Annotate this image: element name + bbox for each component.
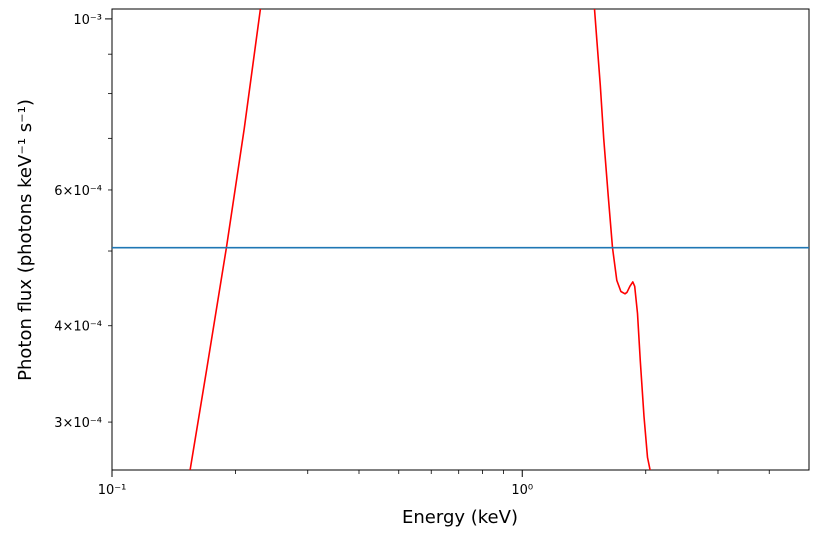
plot-frame (111, 8, 810, 471)
series-0-line-0 (189, 9, 262, 470)
x-tick-label-0: 10⁻¹ (98, 483, 127, 498)
y-axis-title: Photon flux (photons keV⁻¹ s⁻¹) (15, 99, 36, 381)
y-major-tick-label-0: 10⁻³ (73, 13, 102, 28)
ticks: 10⁻¹ 10⁰ 10⁻³ 3×10⁻⁴ 4×10⁻⁴ 6×10⁻⁴ (54, 13, 770, 498)
y-tick-label-1: 4×10⁻⁴ (54, 320, 102, 335)
series-0-line-1 (593, 9, 651, 470)
y-tick-label-0: 3×10⁻⁴ (54, 416, 102, 431)
series-layer (112, 9, 809, 470)
x-axis-title: Energy (keV) (402, 507, 518, 528)
y-tick-label-2: 6×10⁻⁴ (54, 184, 102, 199)
x-tick-label-1: 10⁰ (511, 483, 533, 498)
